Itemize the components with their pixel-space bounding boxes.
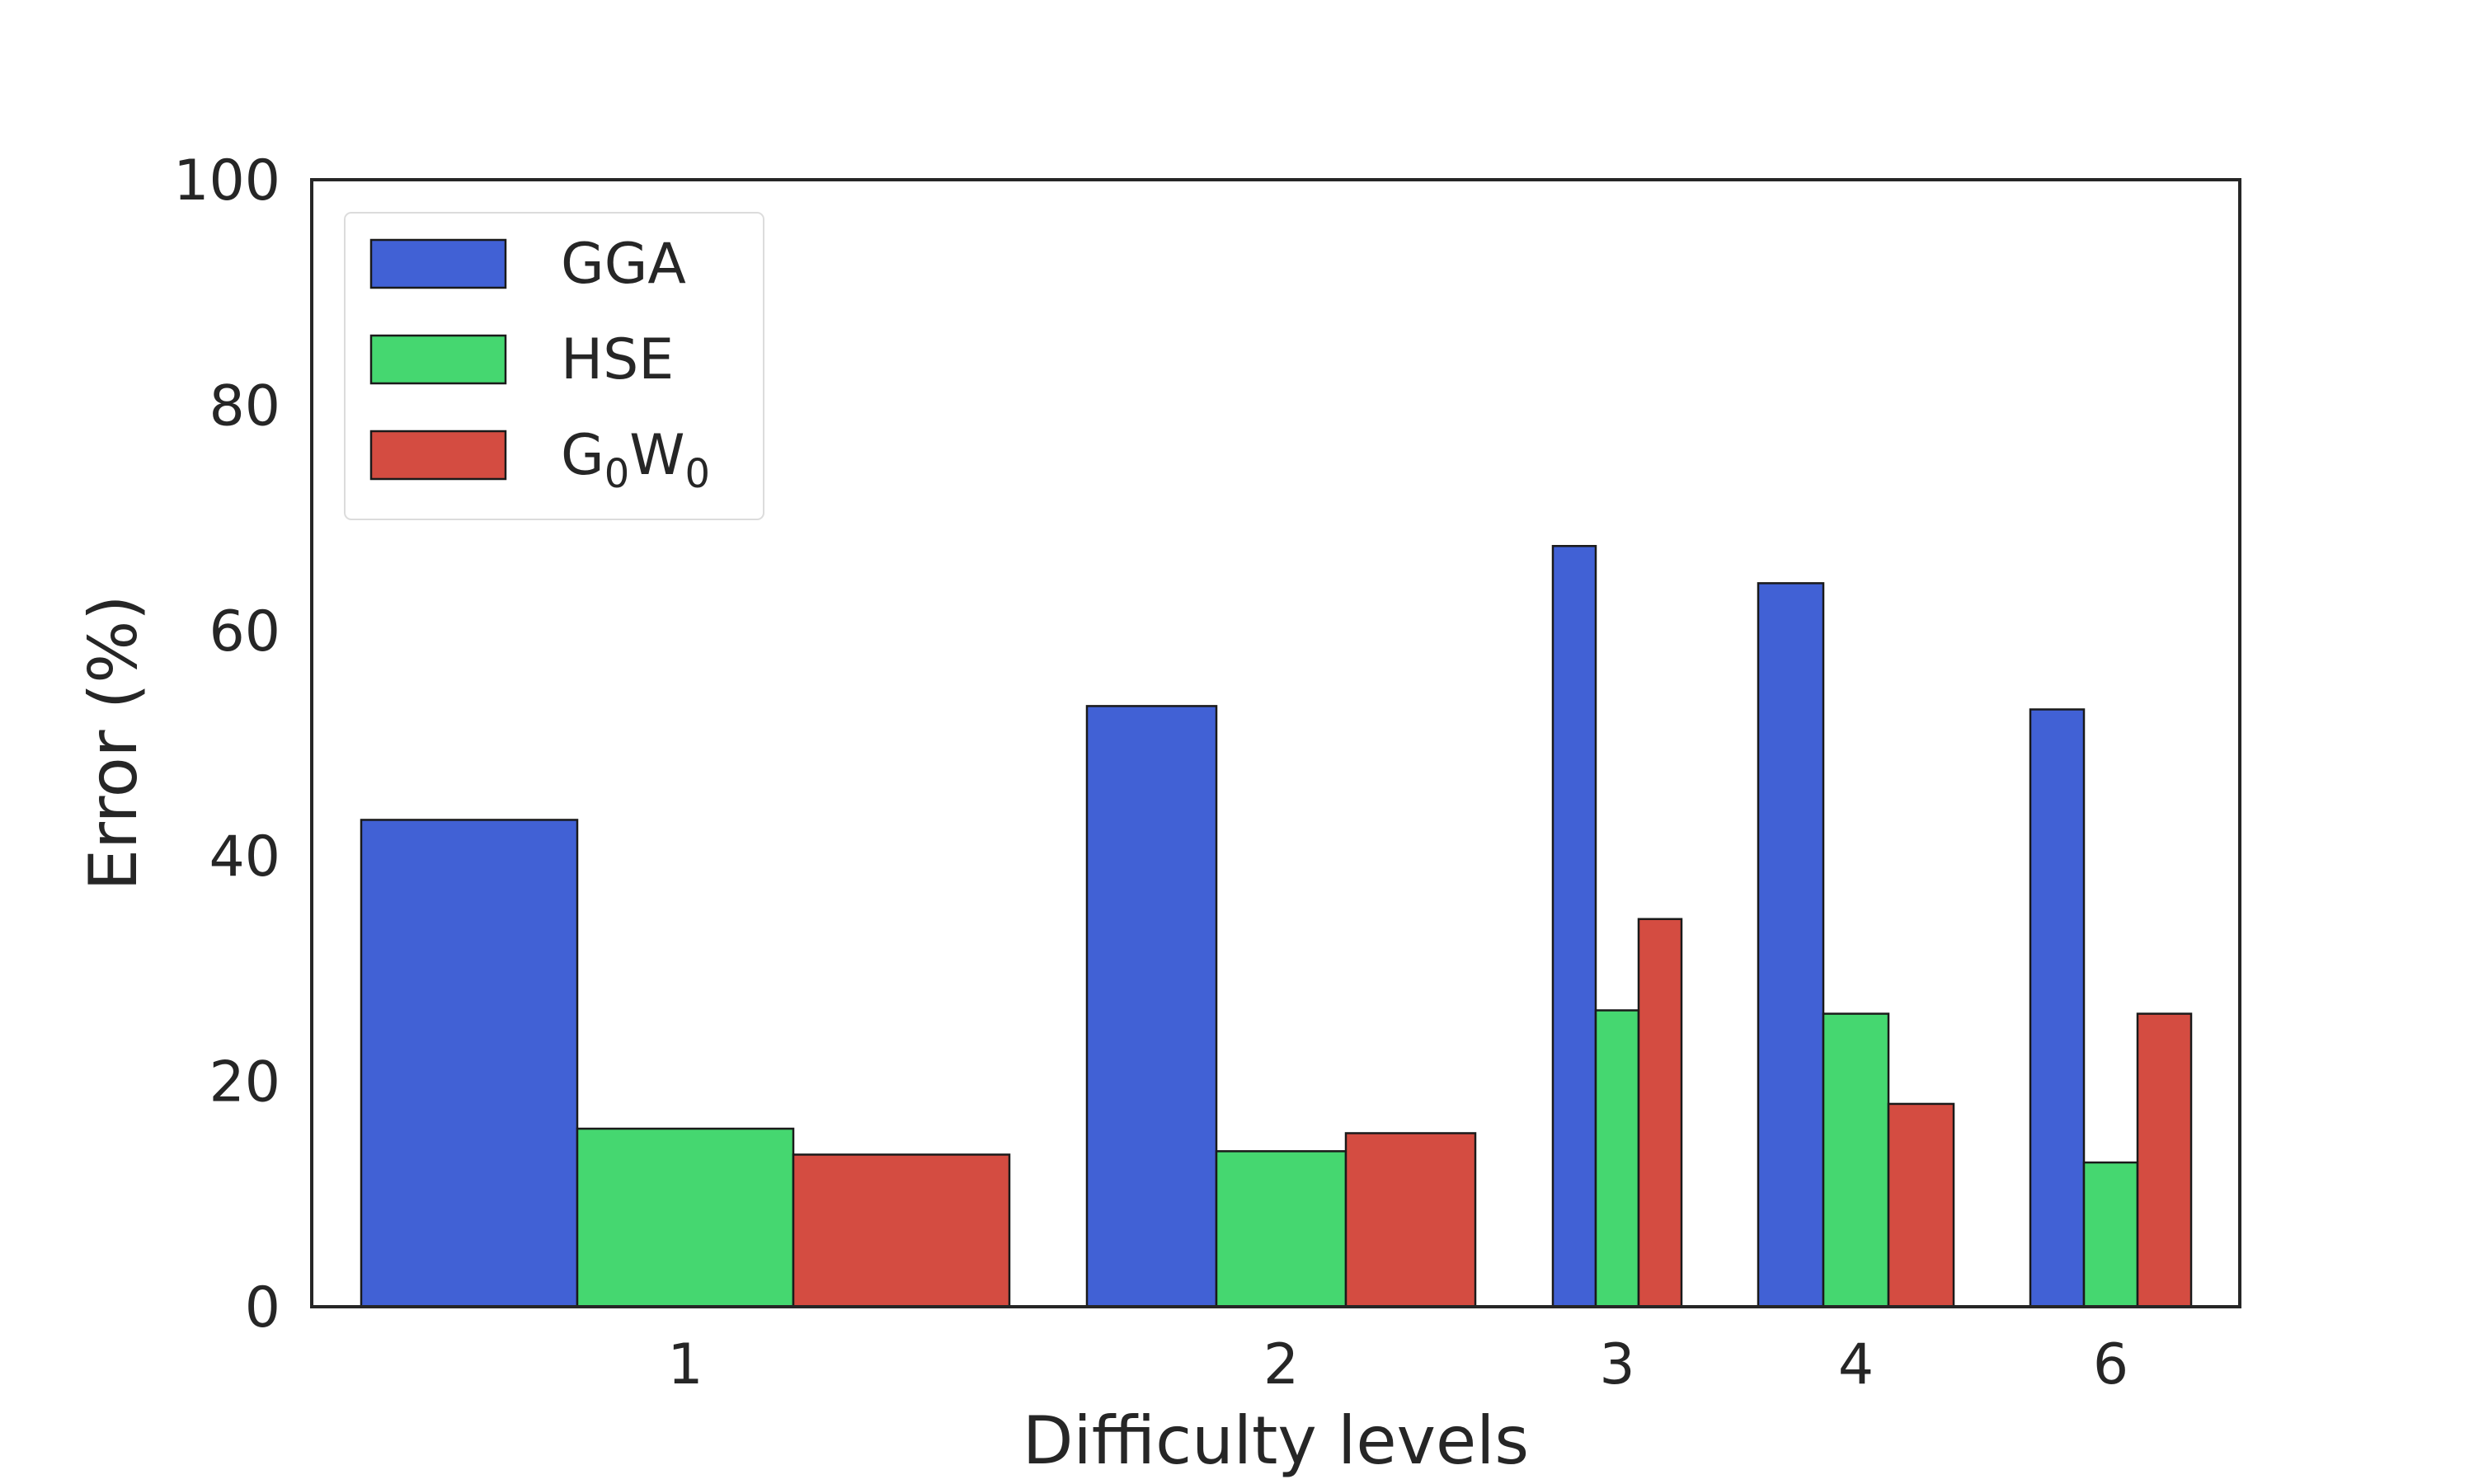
- y-tick-label-0: 0: [245, 1275, 280, 1341]
- x-axis-title: Difficulty levels: [1023, 1402, 1529, 1479]
- bar-gga-level-3: [1551, 545, 1597, 1308]
- legend-swatch-gga: [369, 238, 507, 289]
- legend-label-g0w0: G0W0: [561, 423, 710, 497]
- legend-label-hse: HSE: [561, 327, 674, 392]
- bar-hse-level-1: [576, 1127, 795, 1308]
- y-tick-label-60: 60: [209, 599, 280, 665]
- bar-gga-level-6: [2029, 708, 2086, 1308]
- legend-swatch-hse: [369, 334, 507, 385]
- bar-gga-level-2: [1085, 705, 1218, 1308]
- bar-gga-level-1: [360, 819, 579, 1308]
- bar-hse-level-2: [1215, 1150, 1348, 1308]
- bar-g0w0-level-6: [2136, 1012, 2193, 1308]
- bar-g0w0-level-1: [792, 1153, 1011, 1308]
- x-tick-label-4: 4: [1838, 1332, 1874, 1397]
- y-tick-label-80: 80: [209, 373, 280, 439]
- y-tick-label-100: 100: [173, 148, 280, 214]
- bars-layer: [360, 545, 2193, 1308]
- x-tick-labels: 1 2 3 4 6: [667, 1332, 2128, 1397]
- y-tick-label-40: 40: [209, 824, 280, 890]
- plot-frame: [310, 178, 2241, 1308]
- bar-g0w0-level-3: [1637, 918, 1683, 1308]
- legend-swatch-g0w0: [369, 430, 507, 481]
- bar-hse-level-3: [1594, 1009, 1640, 1308]
- x-tick-label-1: 1: [667, 1332, 703, 1397]
- x-tick-label-3: 3: [1599, 1332, 1634, 1397]
- bar-gga-level-4: [1757, 582, 1825, 1308]
- legend: GGA HSE G0W0: [344, 212, 764, 520]
- legend-label-gga: GGA: [561, 232, 686, 297]
- y-axis-title: Error (%): [75, 595, 152, 891]
- bar-hse-level-6: [2082, 1161, 2139, 1308]
- y-tick-labels: 0 20 40 60 80 100: [173, 148, 280, 1341]
- bar-g0w0-level-2: [1344, 1132, 1477, 1308]
- x-tick-label-2: 2: [1263, 1332, 1299, 1397]
- bar-hse-level-4: [1822, 1012, 1890, 1308]
- bar-g0w0-level-4: [1887, 1102, 1955, 1308]
- y-tick-label-20: 20: [209, 1050, 280, 1115]
- x-tick-label-6: 6: [2093, 1332, 2128, 1397]
